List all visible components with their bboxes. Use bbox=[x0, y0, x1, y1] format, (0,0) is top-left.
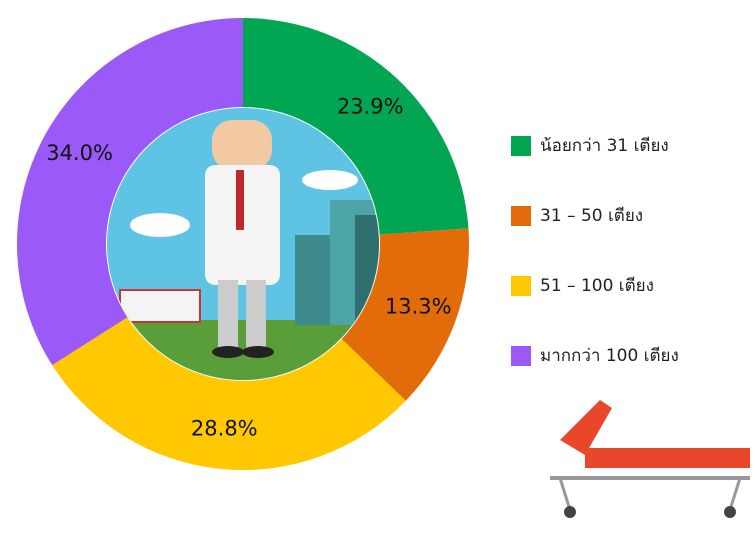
slice bbox=[52, 317, 406, 470]
value-label: 28.8% bbox=[191, 417, 258, 441]
stretcher-illustration bbox=[550, 400, 750, 518]
legend-swatch bbox=[511, 136, 531, 156]
legend-label: 51 – 100 เตียง bbox=[540, 276, 654, 296]
legend-label: มากกว่า 100 เตียง bbox=[540, 346, 679, 366]
legend-swatch bbox=[511, 206, 531, 226]
slice bbox=[341, 228, 469, 401]
value-label: 34.0% bbox=[46, 141, 113, 165]
legend-swatch bbox=[511, 276, 531, 296]
legend-label: น้อยกว่า 31 เตียง bbox=[540, 136, 669, 156]
slice bbox=[16, 18, 243, 366]
legend-swatch bbox=[511, 346, 531, 366]
legend-label: 31 – 50 เตียง bbox=[540, 206, 643, 226]
value-label: 13.3% bbox=[385, 295, 452, 319]
slice bbox=[243, 18, 469, 235]
value-label: 23.9% bbox=[337, 95, 404, 119]
